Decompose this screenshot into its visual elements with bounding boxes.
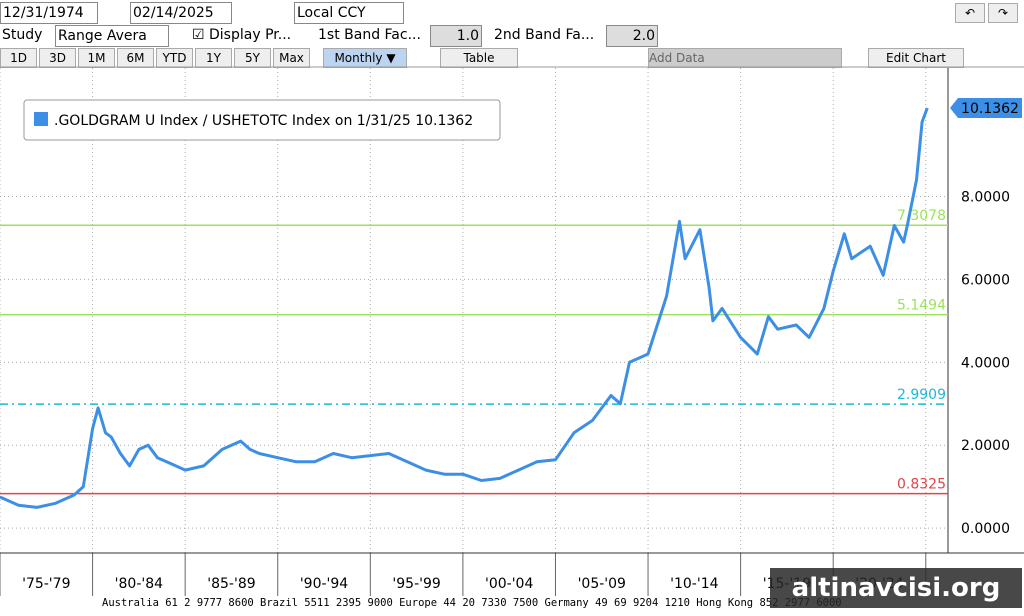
band2[interactable]: 2.0: [606, 25, 658, 47]
last-value-label: 10.1362: [961, 101, 1019, 117]
series-line: [0, 107, 929, 509]
y-tick-label: 8.0000: [961, 190, 1010, 206]
study-label: Study: [2, 27, 43, 43]
x-tick-label: '80-'84: [115, 576, 163, 592]
period-button[interactable]: 5Y: [234, 48, 271, 68]
start-date[interactable]: 12/31/1974: [0, 2, 98, 24]
period-button[interactable]: 1D: [0, 48, 37, 68]
checkbox[interactable]: ☑: [192, 27, 205, 43]
legend-swatch: [34, 112, 48, 126]
band1[interactable]: 1.0: [430, 25, 482, 47]
y-tick-label: 6.0000: [961, 272, 1010, 288]
last-value-tag: [950, 97, 1022, 118]
watermark: altinavcisi.org: [770, 568, 1022, 608]
period-bar: 1D 3D 1M 6M YTD 1Y 5Y Max: [0, 48, 330, 68]
band-label: 7.3078: [897, 208, 946, 224]
y-tick-label: 0.0000: [961, 521, 1010, 537]
x-tick-label: '05-'09: [578, 576, 626, 592]
band2-label: 2nd Band Fa...: [494, 27, 595, 43]
footer: Australia 61 2 9777 8600 Brazil 5511 239…: [102, 597, 842, 609]
currency[interactable]: Local CCY: [294, 2, 404, 24]
x-tick-label: '90-'94: [300, 576, 348, 592]
band-label: 2.9909: [897, 387, 946, 403]
study[interactable]: Range Avera: [55, 25, 169, 47]
redo[interactable]: ↷: [988, 3, 1018, 23]
x-tick-label: '10-'14: [670, 576, 718, 592]
legend-box: [23, 99, 501, 141]
period-button[interactable]: 3D: [39, 48, 76, 68]
x-tick-label: '95-'99: [392, 576, 440, 592]
y-tick-label: 2.0000: [961, 438, 1010, 454]
period-button[interactable]: 1M: [78, 48, 115, 68]
y-tick-label: 4.0000: [961, 355, 1010, 371]
display-toggle[interactable]: ☑ Display Pr...: [192, 25, 312, 45]
band-label: 0.8325: [897, 477, 946, 493]
edit-chart[interactable]: Edit Chart: [868, 48, 964, 68]
display-label: Display Pr...: [209, 27, 292, 43]
x-tick-label: '00-'04: [485, 576, 533, 592]
legend-label: .GOLDGRAM U Index / USHETOTC Index on 1/…: [54, 113, 473, 129]
band1-label: 1st Band Fac...: [318, 27, 421, 43]
end-date[interactable]: 02/14/2025: [130, 2, 232, 24]
undo[interactable]: ↶: [955, 3, 985, 23]
band-label: 5.1494: [897, 298, 946, 314]
x-tick-label: '75-'79: [22, 576, 70, 592]
x-tick-label: '85-'89: [207, 576, 255, 592]
